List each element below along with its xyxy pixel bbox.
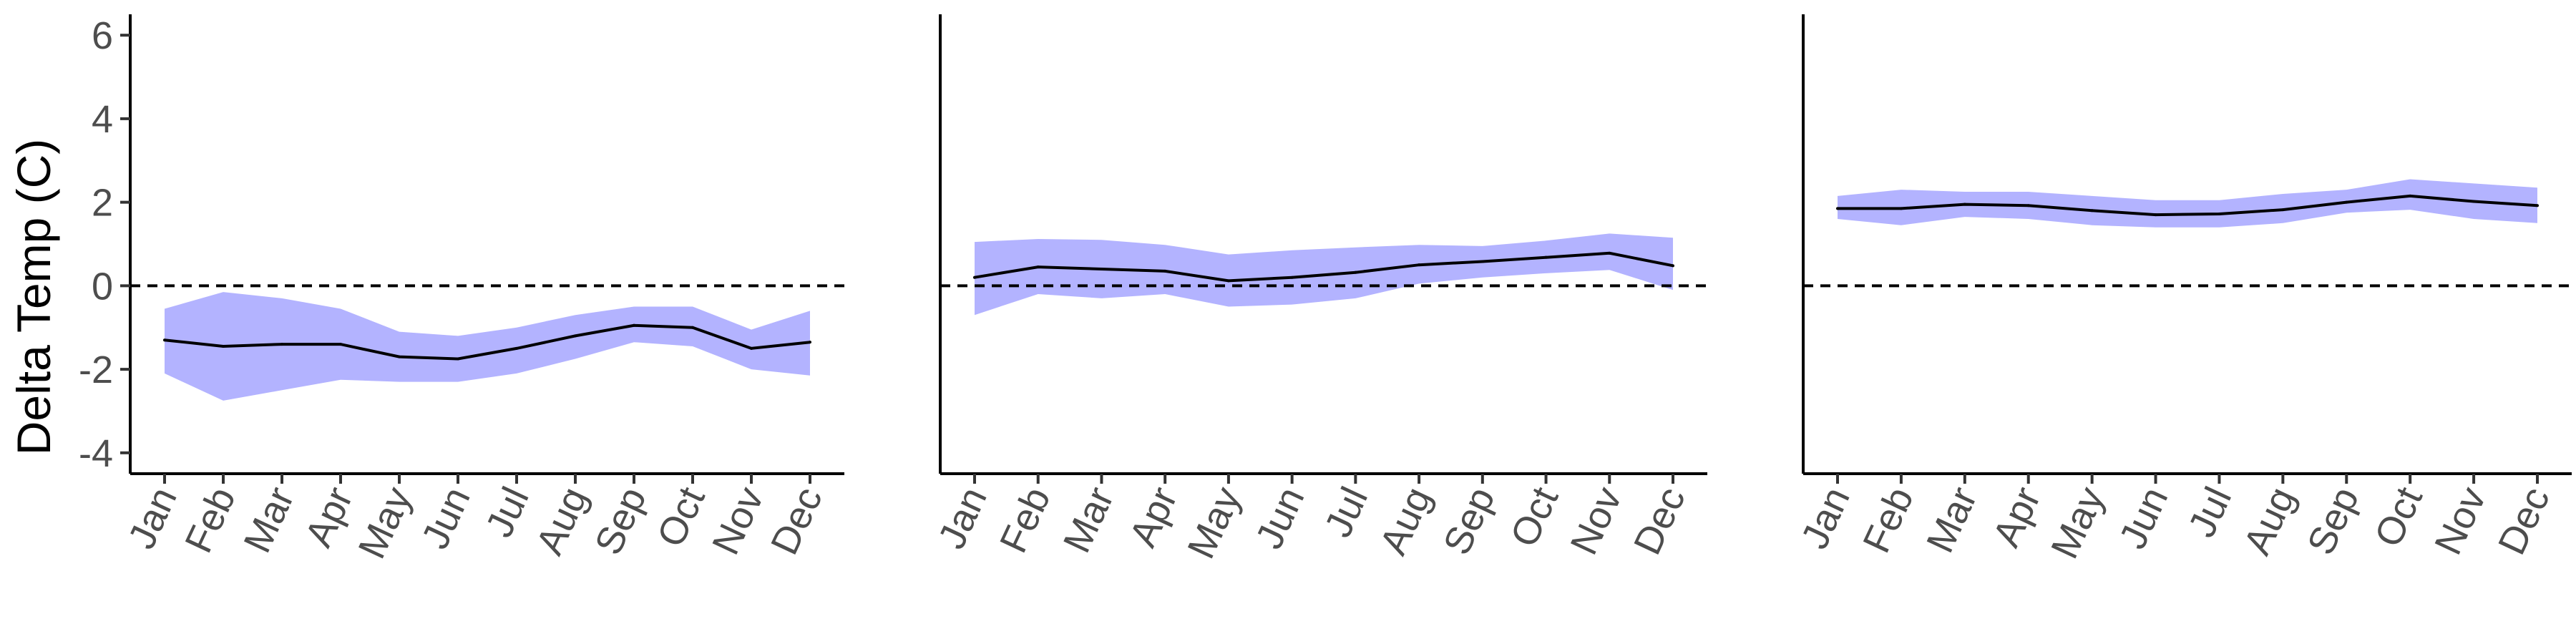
y-tick-label: -2: [79, 348, 113, 391]
mean-point-jan: [1836, 207, 1839, 210]
x-tick-label: Feb: [992, 481, 1059, 560]
x-tick-label: May: [1179, 481, 1249, 565]
y-tick-label: 2: [92, 182, 113, 225]
mean-point-dec: [809, 341, 811, 344]
mean-point-oct: [1544, 255, 1548, 259]
mean-point-dec: [1672, 264, 1674, 268]
mean-line: [1838, 194, 2538, 217]
x-tick-label: Jul: [1317, 481, 1377, 544]
mean-point-nov: [750, 346, 753, 350]
mean-point-feb: [1899, 207, 1903, 210]
x-tick-label: Jun: [2111, 481, 2176, 555]
x-tick-label: Oct: [1503, 481, 1567, 554]
x-tick-label: Nov: [704, 481, 772, 561]
x-tick-label: Jun: [1247, 481, 1312, 555]
x-tick-label: Mar: [1055, 481, 1123, 560]
x-tick-label: Oct: [2366, 481, 2431, 554]
x-tick-label: Aug: [1372, 481, 1440, 561]
mean-point-jun: [457, 357, 459, 361]
panel-1: JanFebMarAprMayJunJulAugSepOctNovDec-4-2…: [79, 14, 844, 565]
mean-point-apr: [1163, 269, 1167, 273]
x-tick-label: Mar: [235, 481, 303, 560]
mean-point-feb: [222, 344, 225, 348]
mean-point-jan: [163, 338, 166, 342]
x-tick-label: Jan: [930, 481, 995, 555]
mean-point-mar: [1963, 203, 1966, 206]
x-tick-label: Sep: [1435, 481, 1503, 561]
x-tick-label: Aug: [2235, 481, 2303, 561]
mean-point-oct: [691, 326, 694, 329]
mean-point-feb: [1036, 265, 1040, 269]
x-tick-label: Jan: [1793, 481, 1858, 555]
y-tick-label: -4: [79, 432, 113, 475]
mean-point-apr: [2026, 204, 2030, 208]
x-tick-label: Jan: [120, 481, 185, 555]
x-tick-label: Mar: [1918, 481, 1986, 560]
mean-point-jul: [1354, 270, 1357, 274]
x-tick-label: Apr: [1121, 481, 1186, 554]
mean-point-aug: [2281, 208, 2285, 212]
mean-point-jun: [1290, 275, 1294, 279]
x-tick-label: Feb: [177, 481, 244, 560]
mean-point-sep: [633, 323, 635, 327]
mean-line: [974, 251, 1674, 283]
x-tick-label: Jul: [2180, 481, 2240, 544]
mean-point-sep: [2345, 200, 2348, 204]
mean-point-jun: [2154, 213, 2157, 217]
y-axis-title: Delta Temp (C): [7, 139, 60, 456]
mean-point-sep: [1480, 260, 1484, 263]
mean-point-jan: [973, 275, 976, 279]
x-tick-label: Jul: [477, 481, 537, 544]
confidence-ribbon: [165, 292, 810, 401]
x-tick-label: Dec: [1626, 481, 1694, 561]
mean-line: [164, 323, 811, 361]
confidence-ribbon: [1838, 179, 2537, 228]
mean-point-mar: [280, 343, 283, 346]
mean-point-may: [398, 355, 401, 358]
mean-point-apr: [339, 343, 342, 346]
mean-point-may: [2090, 209, 2094, 213]
mean-point-aug: [1418, 263, 1421, 267]
x-tick-label: Nov: [1562, 481, 1630, 561]
y-tick-label: 0: [92, 265, 113, 308]
mean-point-nov: [2472, 200, 2476, 203]
mean-point-oct: [2409, 194, 2412, 197]
mean-point-jul: [515, 346, 518, 350]
mean-point-mar: [1100, 268, 1103, 271]
x-tick-label: Sep: [587, 481, 655, 561]
mean-point-dec: [2536, 204, 2539, 208]
x-tick-label: Sep: [2299, 481, 2367, 561]
mean-point-jul: [2218, 212, 2221, 215]
mean-point-may: [1226, 279, 1230, 283]
y-tick-label: 4: [92, 98, 113, 141]
x-tick-label: Apr: [1985, 481, 2049, 554]
x-tick-label: Feb: [1855, 481, 1922, 560]
x-tick-label: Dec: [763, 481, 831, 561]
x-tick-label: May: [350, 481, 419, 565]
x-tick-label: Jun: [414, 481, 479, 555]
mean-point-nov: [1608, 251, 1611, 255]
x-tick-label: May: [2043, 481, 2112, 565]
x-tick-label: Dec: [2490, 481, 2558, 561]
mean-point-aug: [574, 334, 577, 338]
y-tick-label: 6: [92, 14, 113, 57]
x-tick-label: Nov: [2426, 481, 2494, 561]
x-tick-label: Aug: [528, 481, 596, 561]
